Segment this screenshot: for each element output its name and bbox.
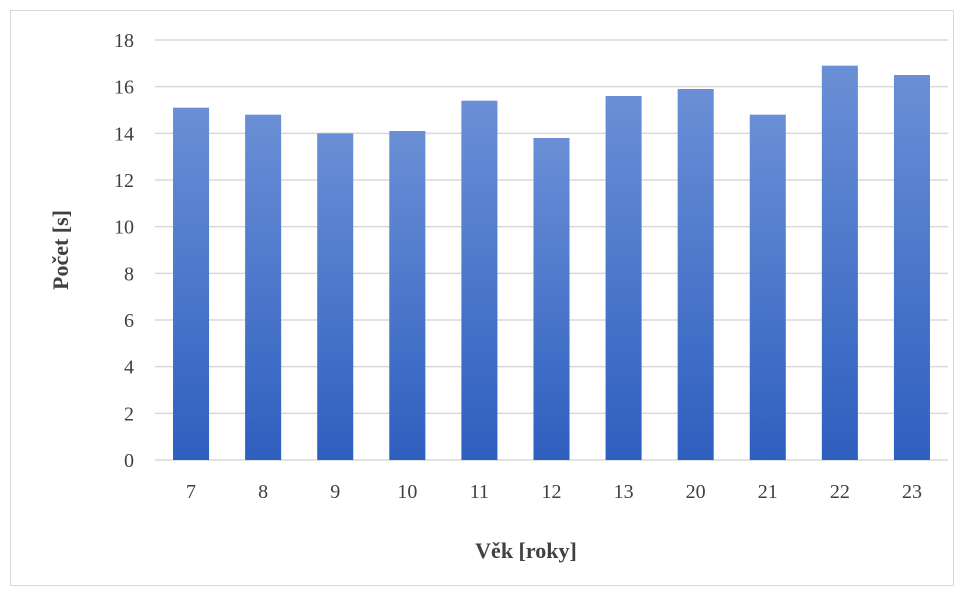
bars xyxy=(173,65,930,461)
y-axis-ticks: 0 2 4 6 8 10 12 14 16 18 xyxy=(114,30,134,472)
y-tick-label: 10 xyxy=(114,217,134,239)
x-tick-label: 23 xyxy=(902,481,922,503)
x-tick-label: 7 xyxy=(186,481,196,503)
gridlines xyxy=(155,39,948,461)
y-tick-label: 8 xyxy=(124,263,134,285)
x-tick-label: 20 xyxy=(686,481,706,503)
x-tick-label: 11 xyxy=(470,481,489,503)
x-axis-ticks: 7 8 9 10 11 12 13 20 21 22 23 xyxy=(186,481,922,503)
x-tick-label: 8 xyxy=(258,481,268,503)
x-tick-label: 12 xyxy=(542,481,562,503)
y-tick-label: 14 xyxy=(114,123,134,145)
x-tick-label: 21 xyxy=(758,481,778,503)
bar-12 xyxy=(533,138,570,460)
x-tick-label: 13 xyxy=(614,481,634,503)
bar-22 xyxy=(821,65,858,461)
bar-21 xyxy=(749,114,786,461)
bar-23 xyxy=(893,75,930,460)
x-tick-label: 22 xyxy=(830,481,850,503)
bar-13 xyxy=(605,96,642,460)
y-tick-label: 18 xyxy=(114,30,134,52)
bar-10 xyxy=(389,131,426,460)
y-tick-label: 12 xyxy=(114,170,134,192)
y-tick-label: 16 xyxy=(114,77,134,99)
y-tick-label: 6 xyxy=(124,310,134,332)
y-tick-label: 4 xyxy=(124,357,134,379)
x-tick-label: 10 xyxy=(397,481,417,503)
x-axis-title: Věk [roky] xyxy=(475,538,577,563)
y-tick-label: 0 xyxy=(124,450,134,472)
bar-20 xyxy=(677,89,714,460)
y-tick-label: 2 xyxy=(124,403,134,425)
bar-9 xyxy=(317,133,354,461)
bar-11 xyxy=(461,100,498,461)
y-axis-title: Počet [s] xyxy=(48,210,73,290)
bar-7 xyxy=(173,107,210,461)
bar-8 xyxy=(245,114,282,461)
x-tick-label: 9 xyxy=(330,481,340,503)
